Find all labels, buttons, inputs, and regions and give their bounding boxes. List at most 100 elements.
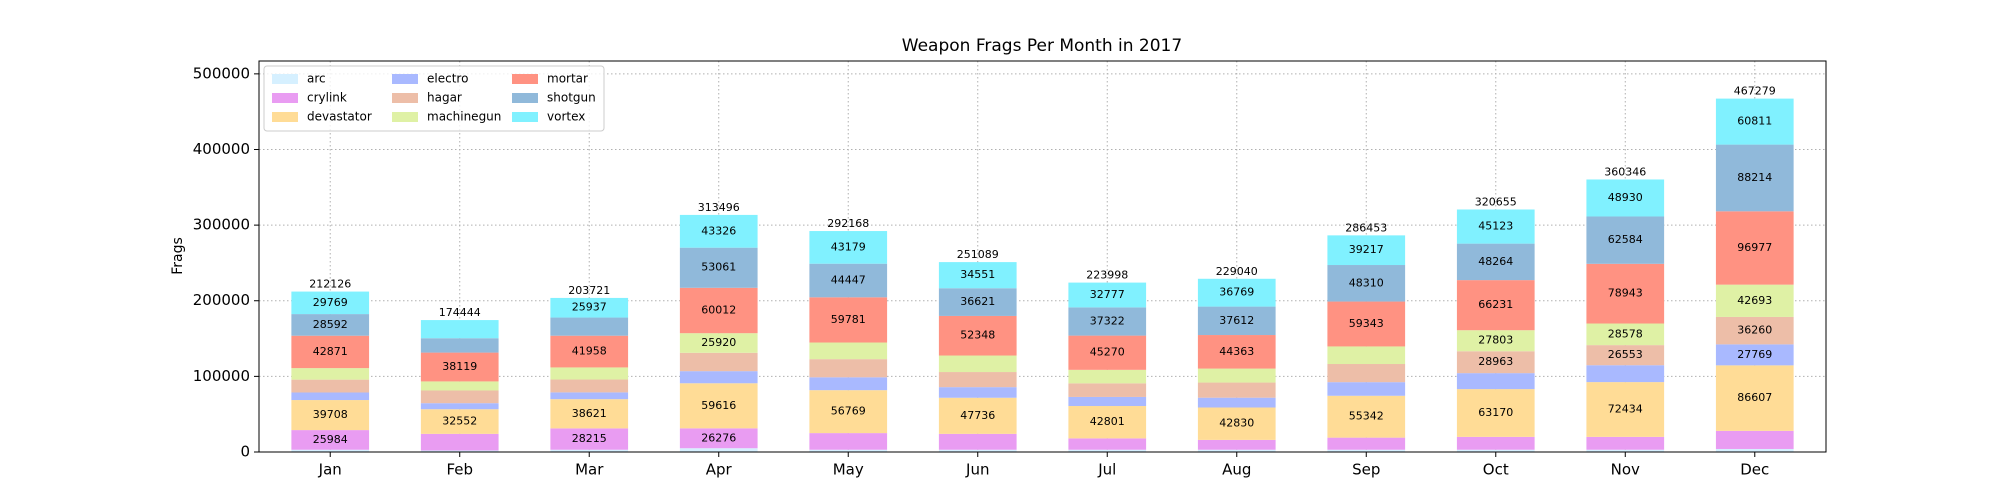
legend-label: vortex [547,110,585,124]
bar-segment [938,262,1017,289]
bar-segment [1068,383,1147,397]
y-tick-label: 500000 [193,64,250,82]
bar-segment [809,390,888,434]
bar-segment [1197,382,1276,398]
bar-segment [1197,397,1276,408]
bar-value-label: 36769 [1219,286,1254,299]
legend-label: machinegun [427,110,501,124]
legend-swatch [392,112,418,122]
bar-segment [420,433,499,451]
bar-value-label: 42801 [1090,415,1125,428]
bar-segment [550,297,629,318]
bar-segment [1327,382,1406,396]
bar-value-label: 28578 [1608,327,1643,340]
bar-segment [420,450,499,452]
bar-segment [291,314,370,336]
bar-segment [1197,306,1276,336]
bar-total-label: 360346 [1604,165,1646,178]
bar-value-label: 28592 [313,318,348,331]
bar-segment [420,381,499,391]
bar-segment [938,433,1017,450]
bar-segment [1197,368,1276,383]
bar-segment [1586,323,1665,346]
bar-segment [938,449,1017,452]
bar-value-label: 59781 [831,313,866,326]
bar-segment [1586,216,1665,264]
y-tick-label: 0 [240,443,250,461]
bar-value-label: 56769 [831,405,866,418]
bar-segment [809,297,888,343]
bar-total-label: 174444 [439,306,481,319]
legend-swatch [512,93,538,103]
bar-segment [291,368,370,380]
legend-swatch [272,74,298,84]
bar-value-label: 43179 [831,240,866,253]
legend: arc crylink devastator electro hagar machineg… [263,65,605,132]
bar-value-label: 28963 [1478,355,1513,368]
bar-value-label: 60012 [701,303,736,316]
bar-segment [1068,438,1147,450]
bar-segment [809,377,888,391]
bar-total-label: 223998 [1086,269,1128,282]
bar-value-label: 36621 [960,295,995,308]
bar-value-label: 25937 [572,301,607,314]
bar-value-label: 36260 [1737,324,1772,337]
bar-segment [1068,307,1147,336]
bar-value-label: 25920 [701,336,736,349]
bar-value-label: 27769 [1737,348,1772,361]
bar-segment [679,448,758,452]
bar-total-label: 320655 [1475,195,1517,208]
bar-segment [550,392,629,400]
bar-total-label: 467279 [1734,85,1776,98]
legend-label: hagar [427,91,462,105]
bar-value-label: 88214 [1737,171,1772,184]
bar-segment [1586,179,1665,217]
legend-label: devastator [307,110,372,124]
bar-value-label: 48310 [1349,276,1384,289]
legend-swatch [512,112,538,122]
x-tick-label: Mar [575,461,604,479]
bar-total-label: 286453 [1345,221,1387,234]
bar-segment [1456,280,1535,331]
bar-value-label: 42871 [313,345,348,358]
legend-label: arc [307,72,326,86]
bar-segment [1197,335,1276,369]
bar-value-label: 78943 [1608,287,1643,300]
bar-segment [1715,284,1794,317]
bar-value-label: 42693 [1737,294,1772,307]
bar-value-label: 32777 [1090,288,1125,301]
x-tick-label: Dec [1740,461,1769,479]
bar-segment [1068,369,1147,384]
bar-value-label: 59343 [1349,317,1384,330]
bar-segment [1715,98,1794,145]
x-tick-label: Oct [1483,461,1509,479]
bar-segment [1586,365,1665,383]
bar-value-label: 63170 [1478,406,1513,419]
bar-segment [1456,436,1535,450]
legend-swatch [272,93,298,103]
bar-value-label: 32552 [442,415,477,428]
bar-value-label: 62584 [1608,233,1643,246]
bar-segment [291,449,370,452]
bar-value-label: 45123 [1478,220,1513,233]
bar-value-label: 26276 [701,431,736,444]
y-tick-label: 300000 [193,216,250,234]
bar-segment [1327,395,1406,438]
legend-swatch [392,93,418,103]
bar-segment [809,359,888,378]
bar-total-label: 313496 [698,201,740,214]
bar-value-label: 42830 [1219,417,1254,430]
bar-value-label: 25984 [313,433,348,446]
bar-segment [550,317,629,336]
legend-swatch [392,74,418,84]
bar-segment [550,399,629,429]
bar-segment [679,428,758,449]
y-tick-label: 100000 [193,367,250,385]
bar-segment [291,291,370,315]
x-tick-label: May [833,461,864,479]
bar-segment [938,355,1017,373]
bar-segment [679,352,758,372]
x-tick-label: Aug [1222,461,1251,479]
bar-value-label: 37612 [1219,314,1254,327]
